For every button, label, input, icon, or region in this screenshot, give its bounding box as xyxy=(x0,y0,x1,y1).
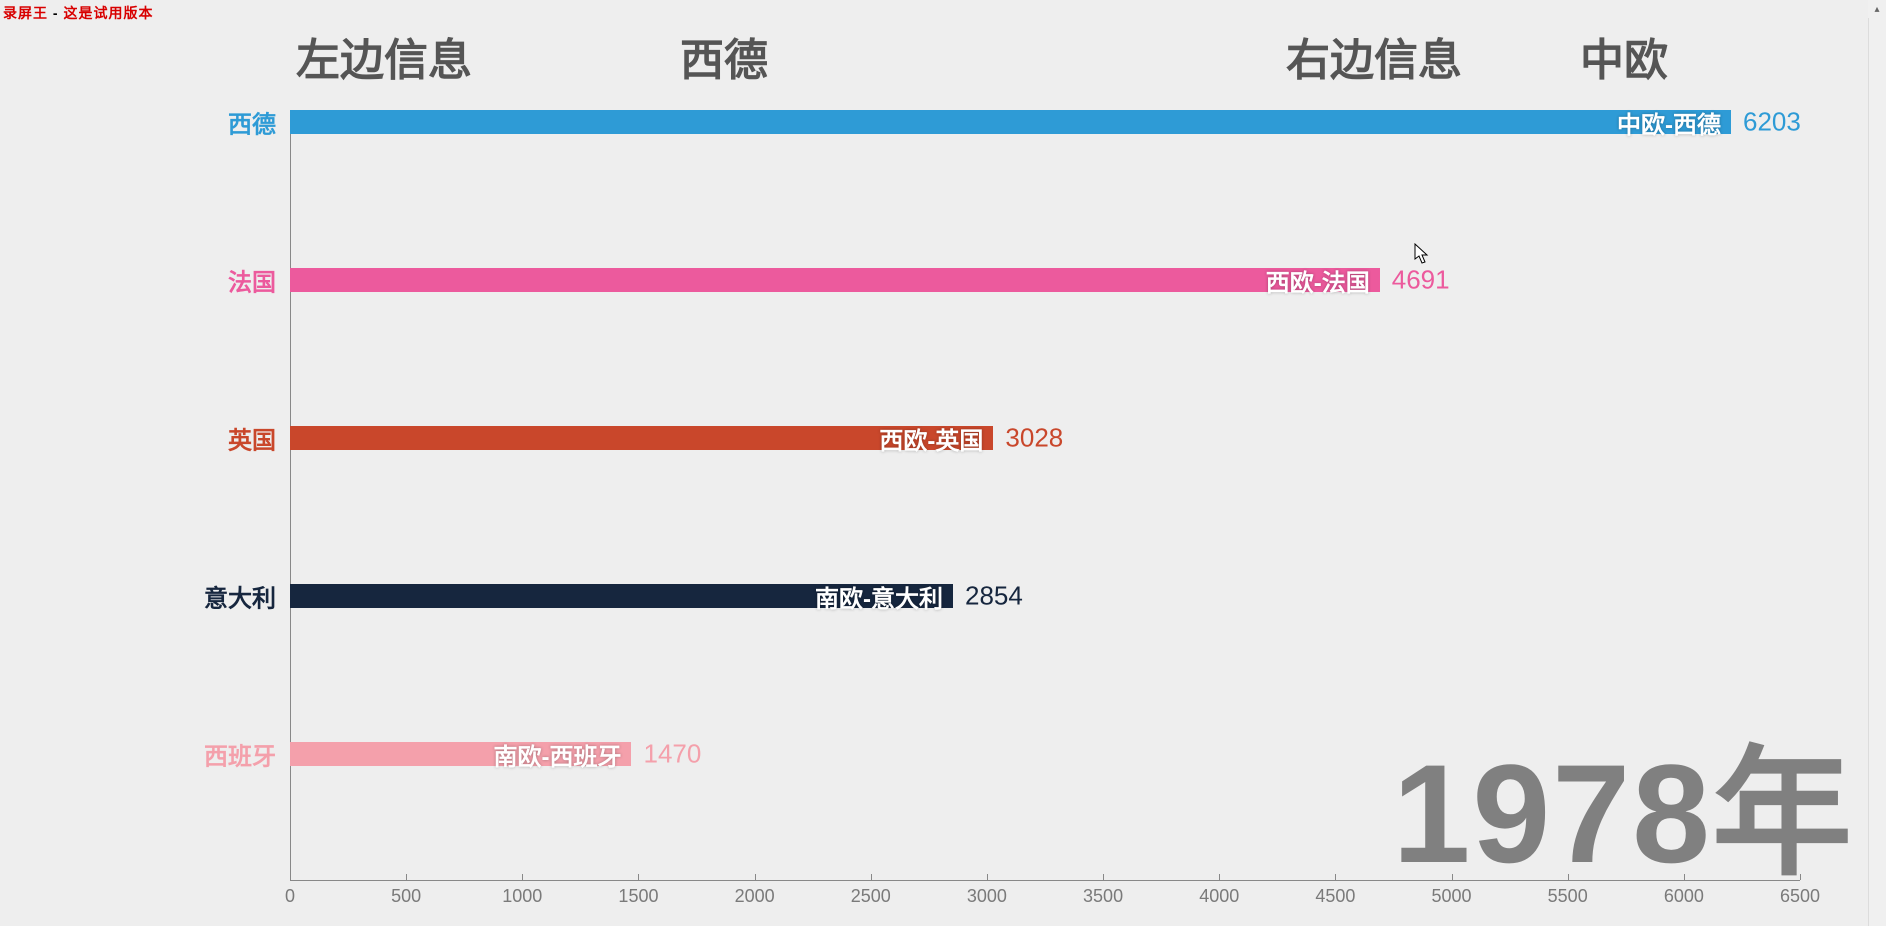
x-axis-tick xyxy=(871,874,872,880)
bar: 中欧-西德 xyxy=(290,110,1731,134)
x-axis-tick xyxy=(638,874,639,880)
bar-row: 英国西欧-英国3028 xyxy=(290,426,1800,450)
x-axis-tick-label: 2500 xyxy=(851,886,891,907)
x-axis-tick xyxy=(290,874,291,880)
bar-inner-label: 南欧-意大利 xyxy=(815,579,943,614)
x-axis-tick xyxy=(987,874,988,880)
bar-row: 西德中欧-西德6203 xyxy=(290,110,1800,134)
vertical-scrollbar[interactable]: ▴ xyxy=(1868,0,1886,926)
bar-category-label: 西班牙 xyxy=(204,737,276,772)
x-axis-tick-label: 0 xyxy=(285,886,295,907)
bar-row: 法国西欧-法国4691 xyxy=(290,268,1800,292)
bar-category-label: 西德 xyxy=(228,105,276,140)
bar-category-label: 法国 xyxy=(228,263,276,298)
bar-inner-label: 西欧-英国 xyxy=(879,421,983,456)
bar: 西欧-法国 xyxy=(290,268,1380,292)
x-axis-tick xyxy=(522,874,523,880)
x-axis-tick xyxy=(755,874,756,880)
bar-inner-label: 中欧-西德 xyxy=(1617,105,1721,140)
x-axis-tick-label: 1000 xyxy=(502,886,542,907)
left-info-label: 左边信息 xyxy=(296,24,472,88)
bar-inner-label: 西欧-法国 xyxy=(1266,263,1370,298)
bar-category-label: 意大利 xyxy=(204,579,276,614)
bar: 南欧-西班牙 xyxy=(290,742,631,766)
bar: 南欧-意大利 xyxy=(290,584,953,608)
x-axis-tick xyxy=(1219,874,1220,880)
x-axis-tick xyxy=(1335,874,1336,880)
x-axis-tick xyxy=(1103,874,1104,880)
watermark-trial: 这是试用版本 xyxy=(63,5,153,21)
bar: 西欧-英国 xyxy=(290,426,993,450)
bar-value-label: 2854 xyxy=(965,581,1023,612)
bar-value-label: 1470 xyxy=(643,739,701,770)
x-axis-tick-label: 4000 xyxy=(1199,886,1239,907)
x-axis-tick-label: 3500 xyxy=(1083,886,1123,907)
watermark-sep: - xyxy=(48,5,63,21)
x-axis-tick-label: 2000 xyxy=(735,886,775,907)
recorder-watermark: 录屏王 - 这是试用版本 xyxy=(3,3,153,23)
year-label: 1978年 xyxy=(1393,744,1854,884)
x-axis-tick xyxy=(406,874,407,880)
bar-value-label: 6203 xyxy=(1743,107,1801,138)
left-info-value: 西德 xyxy=(680,24,768,88)
right-info-value: 中欧 xyxy=(1580,24,1668,88)
watermark-app: 录屏王 xyxy=(3,5,48,21)
bar-value-label: 4691 xyxy=(1392,265,1450,296)
x-axis-tick-label: 1500 xyxy=(618,886,658,907)
header-row: 左边信息 西德 右边信息 中欧 xyxy=(0,24,1856,84)
right-info-label: 右边信息 xyxy=(1286,24,1462,88)
bar-inner-label: 南欧-西班牙 xyxy=(493,737,621,772)
scroll-up-button[interactable]: ▴ xyxy=(1868,0,1886,18)
bar-value-label: 3028 xyxy=(1005,423,1063,454)
bar-row: 意大利南欧-意大利2854 xyxy=(290,584,1800,608)
x-axis-tick-label: 500 xyxy=(391,886,421,907)
x-axis-tick-label: 4500 xyxy=(1315,886,1355,907)
x-axis-tick-label: 3000 xyxy=(967,886,1007,907)
bar-category-label: 英国 xyxy=(228,421,276,456)
